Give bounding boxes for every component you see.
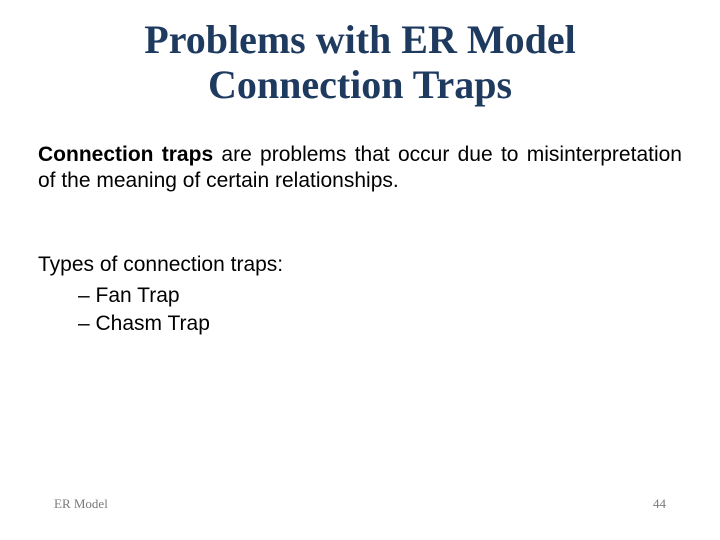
- list-item: Chasm Trap: [78, 310, 682, 338]
- slide-title: Problems with ER Model Connection Traps: [38, 18, 682, 108]
- types-section: Types of connection traps: Fan Trap Chas…: [38, 251, 682, 338]
- title-line-2: Connection Traps: [208, 62, 512, 107]
- footer-page-number: 44: [653, 496, 666, 512]
- title-line-1: Problems with ER Model: [144, 17, 575, 62]
- types-heading: Types of connection traps:: [38, 251, 682, 279]
- definition-term: Connection traps: [38, 143, 213, 166]
- slide-container: Problems with ER Model Connection Traps …: [0, 0, 720, 540]
- footer-left: ER Model: [54, 496, 108, 512]
- types-list: Fan Trap Chasm Trap: [38, 282, 682, 339]
- definition-paragraph: Connection traps are problems that occur…: [38, 142, 682, 196]
- list-item: Fan Trap: [78, 282, 682, 310]
- slide-footer: ER Model 44: [54, 496, 666, 512]
